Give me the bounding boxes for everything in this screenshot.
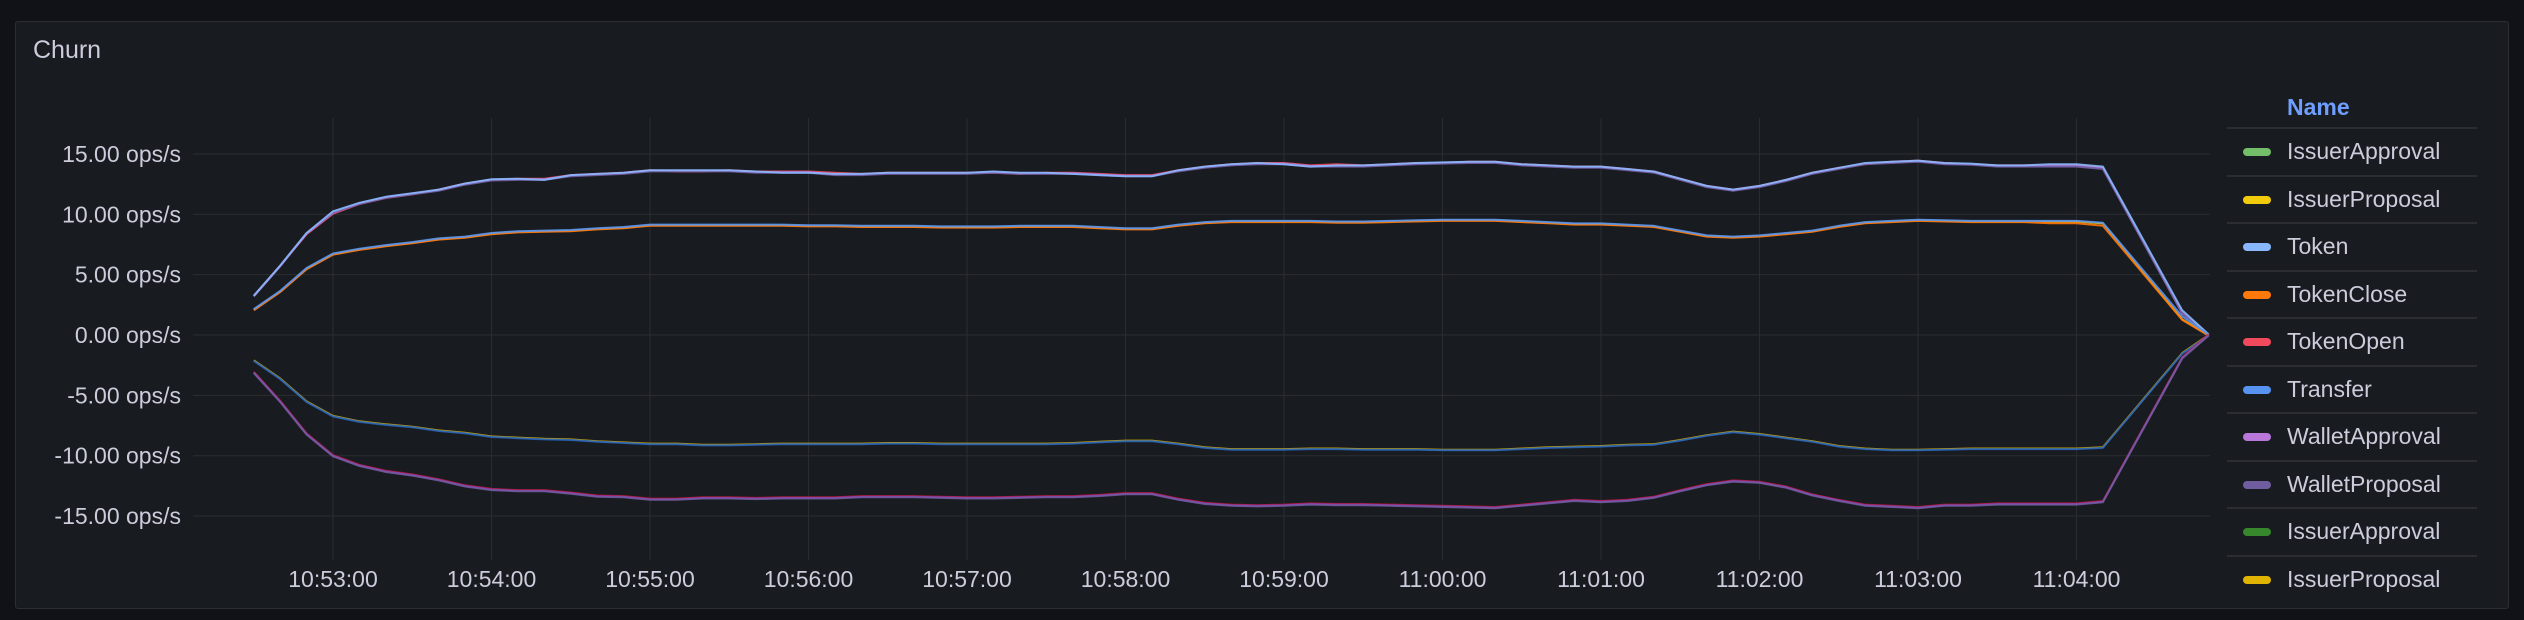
series-line[interactable]: [253, 219, 2210, 336]
legend-item-label: IssuerApproval: [2287, 138, 2441, 164]
legend-item[interactable]: WalletApproval: [2227, 414, 2477, 462]
series-line[interactable]: [253, 159, 2210, 336]
y-tick-label: 5.00 ops/s: [75, 262, 181, 288]
series-line[interactable]: [253, 334, 2210, 509]
legend-item-label: WalletProposal: [2287, 470, 2441, 497]
legend-item[interactable]: IssuerProposal: [2227, 557, 2477, 594]
series-line[interactable]: [253, 218, 2210, 336]
y-axis: 15.00 ops/s 10.00 ops/s 5.00 ops/s 0.00 ops…: [54, 141, 181, 529]
legend-color-swatch: [2243, 148, 2271, 156]
legend-item[interactable]: TokenClose: [2227, 272, 2477, 319]
legend-item-label: TokenClose: [2287, 280, 2408, 307]
y-tick-label: 10.00 ops/s: [62, 201, 181, 227]
legend-header-label: Name: [2287, 94, 2350, 120]
legend-item[interactable]: IssuerApproval: [2227, 129, 2477, 177]
legend-item[interactable]: WalletProposal: [2227, 462, 2477, 509]
x-tick-label: 11:01:00: [1557, 566, 1645, 592]
y-tick-label: -15.00 ops/s: [54, 503, 181, 529]
y-tick-label: -5.00 ops/s: [67, 382, 181, 408]
chart-grid: [193, 118, 2210, 560]
legend-table[interactable]: Name IssuerApproval IssuerProposal Token To…: [2227, 86, 2477, 593]
legend-item[interactable]: Transfer: [2227, 367, 2477, 414]
x-tick-label: 10:57:00: [922, 566, 1012, 592]
x-tick-label: 10:58:00: [1081, 566, 1171, 592]
x-tick-label: 10:56:00: [764, 566, 854, 592]
legend-item-label: Token: [2287, 233, 2349, 259]
legend-color-swatch: [2243, 195, 2271, 204]
legend-item-label: IssuerProposal: [2287, 565, 2441, 592]
y-tick-label: -10.00 ops/s: [54, 443, 181, 469]
legend-item-label: WalletApproval: [2287, 423, 2441, 449]
series-line[interactable]: [253, 333, 2210, 509]
legend-color-swatch: [2243, 338, 2271, 346]
series-line[interactable]: [253, 159, 2210, 336]
series-line[interactable]: [253, 334, 2210, 510]
series-line[interactable]: [253, 334, 2210, 452]
x-tick-label: 11:04:00: [2033, 566, 2121, 592]
x-tick-label: 11:03:00: [1874, 566, 1962, 592]
legend-item-label: IssuerApproval: [2287, 518, 2441, 544]
legend-color-swatch: [2243, 243, 2271, 251]
legend-item[interactable]: TokenOpen: [2227, 319, 2477, 367]
legend-color-swatch: [2243, 528, 2271, 536]
y-tick-label: 15.00 ops/s: [62, 141, 181, 167]
legend-item[interactable]: IssuerApproval: [2227, 509, 2477, 557]
legend-color-swatch: [2243, 575, 2271, 584]
series-lines: [253, 159, 2210, 510]
churn-panel: Churn: [15, 21, 2509, 609]
legend-item-label: TokenOpen: [2287, 328, 2405, 354]
legend-item-label: IssuerProposal: [2287, 185, 2441, 212]
x-tick-label: 10:55:00: [605, 566, 695, 592]
legend-color-swatch: [2243, 433, 2271, 441]
x-axis: 10:53:00 10:54:00 10:55:00 10:56:00 10:57:00…: [288, 566, 2120, 592]
series-line[interactable]: [253, 219, 2210, 337]
x-tick-label: 11:02:00: [1716, 566, 1804, 592]
series-line[interactable]: [253, 160, 2210, 337]
legend-item[interactable]: IssuerProposal: [2227, 177, 2477, 224]
x-tick-label: 10:59:00: [1239, 566, 1329, 592]
legend-item-label: Transfer: [2287, 375, 2372, 402]
y-tick-label: 0.00 ops/s: [75, 322, 181, 348]
legend-color-swatch: [2243, 385, 2271, 394]
legend-item[interactable]: Token: [2227, 224, 2477, 272]
x-tick-label: 11:00:00: [1399, 566, 1487, 592]
series-line[interactable]: [253, 334, 2210, 451]
panel-title[interactable]: Churn: [33, 36, 102, 64]
legend-color-swatch: [2243, 290, 2271, 299]
series-line[interactable]: [253, 160, 2210, 336]
legend-color-swatch: [2243, 480, 2271, 489]
x-tick-label: 10:53:00: [288, 566, 378, 592]
legend-header-name[interactable]: Name: [2227, 86, 2477, 129]
x-tick-label: 10:54:00: [447, 566, 537, 592]
